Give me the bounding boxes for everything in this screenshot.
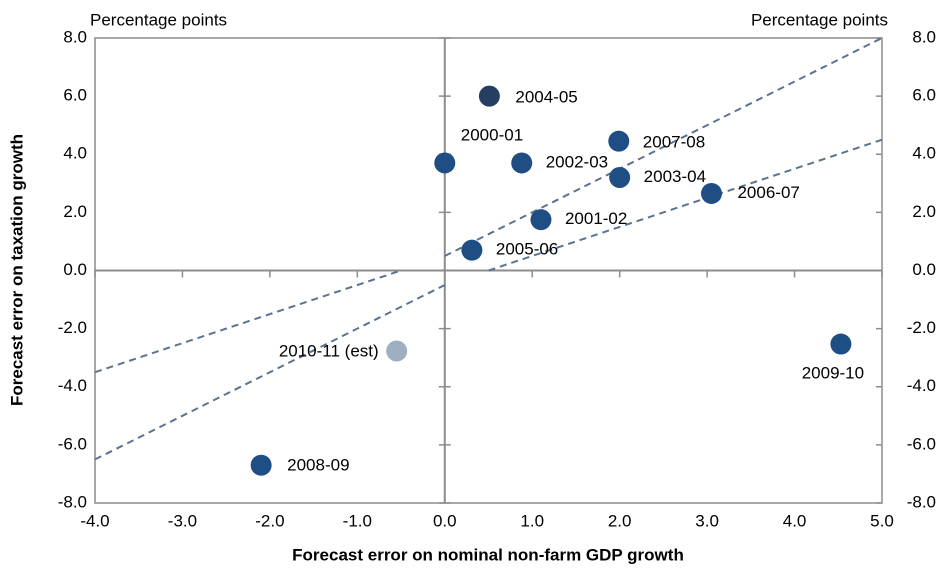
- point: [478, 85, 500, 107]
- y-tick-label: 2.0: [63, 202, 87, 221]
- point-label: 2004-05: [515, 88, 577, 107]
- point: [511, 152, 533, 174]
- point: [609, 167, 631, 188]
- y-tick-label: -8.0: [58, 492, 87, 511]
- x-tick-label: -2.0: [255, 511, 284, 530]
- point-label: 2006-07: [737, 183, 799, 202]
- y-unit: Percentage points: [90, 10, 227, 29]
- reference-line: [94, 269, 402, 374]
- y2-tick-label: 2.0: [912, 202, 936, 221]
- point: [461, 239, 483, 261]
- x-axis-title: Forecast error on nominal non-farm GDP g…: [292, 545, 684, 564]
- point: [530, 209, 552, 231]
- point-label: 2010-11 (est): [279, 341, 379, 360]
- x-tick-label: 2.0: [608, 511, 632, 530]
- point: [434, 152, 456, 174]
- x-tick-label: -1.0: [343, 511, 372, 530]
- y2-tick-label: 4.0: [912, 144, 936, 163]
- point: [608, 130, 630, 152]
- point: [250, 454, 272, 476]
- point-label: 2008-09: [287, 456, 349, 475]
- reference-line: [94, 284, 446, 461]
- point-label: 2007-08: [643, 133, 705, 152]
- x-tick-label: 5.0: [870, 511, 894, 530]
- y-tick-label: 6.0: [63, 86, 87, 105]
- y2-tick-label: 6.0: [912, 86, 936, 105]
- point-label: 2000-01: [461, 125, 523, 144]
- y2-tick-label: -6.0: [907, 434, 936, 453]
- y2-tick-label: 8.0: [912, 27, 936, 46]
- point: [830, 333, 852, 355]
- reference-line: [444, 37, 883, 257]
- x-tick-label: 4.0: [783, 511, 807, 530]
- x-tick-label: -4.0: [80, 511, 109, 530]
- y2-tick-label: 0.0: [912, 260, 936, 279]
- point: [700, 182, 722, 204]
- x-tick-label: 0.0: [433, 511, 457, 530]
- x-tick-label: 3.0: [695, 511, 719, 530]
- y-tick-label: 8.0: [63, 27, 87, 46]
- x-tick-label: 1.0: [520, 511, 544, 530]
- y-axis-title: Forecast error on taxation growth: [7, 134, 26, 406]
- y-tick-label: -4.0: [58, 376, 87, 395]
- y-tick-label: -6.0: [58, 434, 87, 453]
- y2-tick-label: -8.0: [907, 492, 936, 511]
- reference-line: [488, 138, 883, 272]
- y-tick-label: 4.0: [63, 144, 87, 163]
- point-label: 2002-03: [546, 152, 608, 171]
- point-label: 2005-06: [496, 240, 558, 259]
- y2-tick-label: -4.0: [907, 376, 936, 395]
- point-label: 2009-10: [802, 364, 864, 383]
- point-label: 2001-02: [565, 209, 627, 228]
- x-tick-label: -3.0: [168, 511, 197, 530]
- point: [386, 340, 408, 362]
- point-label: 2003-04: [644, 167, 706, 186]
- y-tick-label: 0.0: [63, 260, 87, 279]
- y-tick-label: -2.0: [58, 318, 87, 337]
- y2-tick-label: -2.0: [907, 318, 936, 337]
- y2-unit: Percentage points: [751, 10, 888, 29]
